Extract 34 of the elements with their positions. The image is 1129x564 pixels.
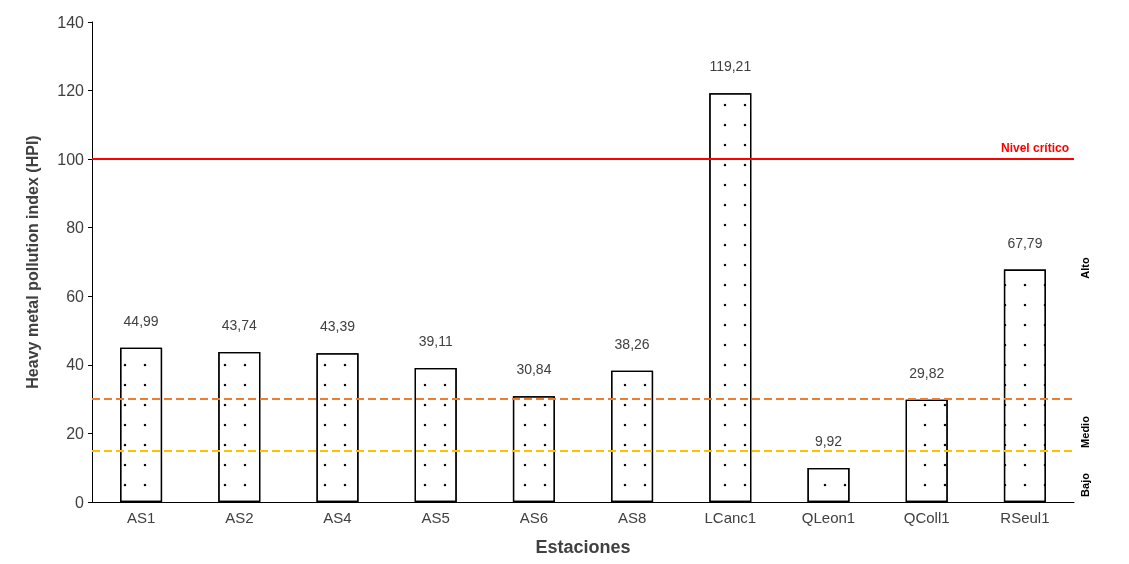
data-label: 38,26 bbox=[614, 335, 650, 352]
data-label: 9,92 bbox=[814, 432, 843, 449]
x-tick-label: AS2 bbox=[225, 509, 254, 526]
x-tick-label: AS8 bbox=[617, 509, 647, 526]
data-label: 67,79 bbox=[1007, 234, 1043, 251]
x-axis-title: Estaciones bbox=[535, 537, 631, 557]
x-tick-label: RSeul1 bbox=[1000, 509, 1050, 526]
x-tick-label: AS5 bbox=[421, 509, 450, 526]
data-label: 43,74 bbox=[221, 317, 258, 334]
text: Alto bbox=[1079, 257, 1091, 279]
data-label: 39,11 bbox=[418, 332, 453, 349]
data-label: 119,21 bbox=[709, 58, 752, 75]
x-tick-label: QLeon1 bbox=[801, 509, 856, 526]
text: Medio bbox=[1079, 415, 1091, 448]
y-tick-label: 140 bbox=[57, 13, 85, 31]
x-tick-label: AS1 bbox=[126, 509, 156, 526]
y-tick-label: 0 bbox=[75, 493, 85, 511]
data-label: 30,84 bbox=[516, 361, 552, 378]
y-tick-label: 100 bbox=[57, 150, 85, 168]
ref-line-label: Nivel crítico bbox=[1000, 141, 1069, 156]
data-label: 43,39 bbox=[319, 318, 356, 335]
y-tick-label: 40 bbox=[66, 356, 85, 374]
x-tick-label: QColl1 bbox=[903, 509, 950, 526]
x-tick-label: LCanc1 bbox=[704, 509, 757, 526]
y-tick-label: 80 bbox=[66, 219, 85, 237]
data-label: 29,82 bbox=[909, 364, 945, 381]
y-axis-title: Heavy metal pollution index (HPI) bbox=[23, 135, 41, 389]
text: Bajo bbox=[1079, 472, 1091, 497]
data-label: 44,99 bbox=[123, 312, 159, 329]
y-tick-label: 60 bbox=[66, 287, 85, 305]
y-tick-label: 20 bbox=[66, 424, 85, 442]
x-tick-label: AS6 bbox=[519, 509, 549, 526]
y-tick-label: 120 bbox=[57, 82, 85, 100]
x-tick-label: AS4 bbox=[323, 509, 352, 526]
